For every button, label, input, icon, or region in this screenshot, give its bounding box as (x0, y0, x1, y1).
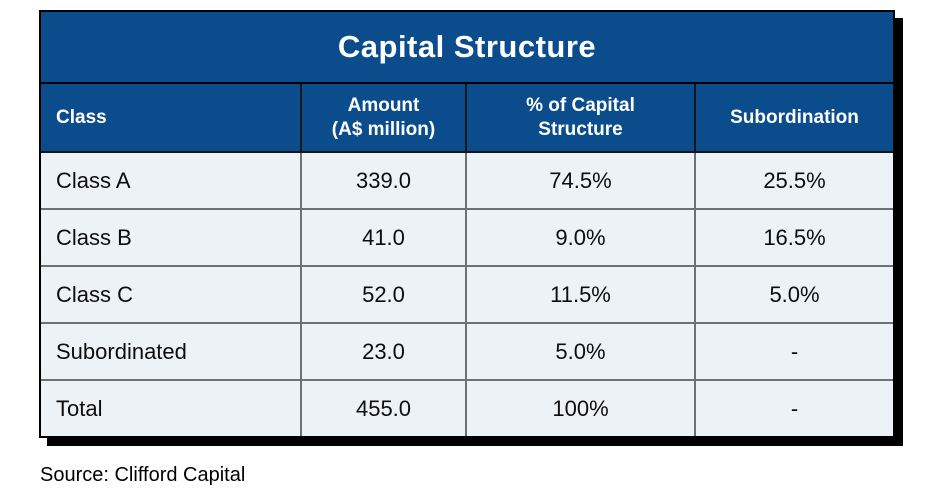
subordination-value: 25.5% (696, 153, 894, 210)
amount-value: 52.0 (302, 267, 467, 324)
column-header-pct-of-capital: % of Capital Structure (467, 84, 696, 153)
column-header-row: Class Amount (A$ million) % of Capital S… (41, 84, 894, 153)
subordination-value: - (696, 381, 894, 436)
source-note: Source: Clifford Capital (40, 464, 246, 486)
row-label: Class C (41, 267, 302, 324)
pct-of-capital-value: 100% (467, 381, 696, 436)
pct-of-capital-value: 74.5% (467, 153, 696, 210)
column-header-pct-line2: Structure (538, 118, 623, 140)
pct-of-capital-value: 11.5% (467, 267, 696, 324)
table-row-subordinated: Subordinated 23.0 5.0% - (41, 324, 894, 381)
row-label: Total (41, 381, 302, 436)
subordination-value: 5.0% (696, 267, 894, 324)
amount-value: 339.0 (302, 153, 467, 210)
column-header-amount-line2: (A$ million) (331, 118, 436, 140)
table-row-total: Total 455.0 100% - (41, 381, 894, 436)
capital-structure-table: Capital Structure Class Amount (A$ milli… (39, 10, 896, 438)
column-header-pct-line1: % of Capital (526, 94, 635, 116)
subordination-value: - (696, 324, 894, 381)
subordination-value: 16.5% (696, 210, 894, 267)
column-header-subordination: Subordination (696, 84, 894, 153)
title-row: Capital Structure (41, 12, 894, 84)
table-title: Capital Structure (41, 12, 894, 84)
pct-of-capital-value: 5.0% (467, 324, 696, 381)
column-header-amount-line1: Amount (347, 94, 420, 116)
column-header-amount: Amount (A$ million) (302, 84, 467, 153)
column-header-class-line1: Class (56, 106, 107, 128)
table-row-class-c: Class C 52.0 11.5% 5.0% (41, 267, 894, 324)
table-row-class-b: Class B 41.0 9.0% 16.5% (41, 210, 894, 267)
row-label: Subordinated (41, 324, 302, 381)
capital-structure-table-wrap: Capital Structure Class Amount (A$ milli… (39, 10, 896, 438)
column-header-subordination-line1: Subordination (730, 106, 859, 128)
table-row-class-a: Class A 339.0 74.5% 25.5% (41, 153, 894, 210)
column-header-class: Class (41, 84, 302, 153)
row-label: Class A (41, 153, 302, 210)
row-label: Class B (41, 210, 302, 267)
pct-of-capital-value: 9.0% (467, 210, 696, 267)
amount-value: 41.0 (302, 210, 467, 267)
amount-value: 455.0 (302, 381, 467, 436)
amount-value: 23.0 (302, 324, 467, 381)
